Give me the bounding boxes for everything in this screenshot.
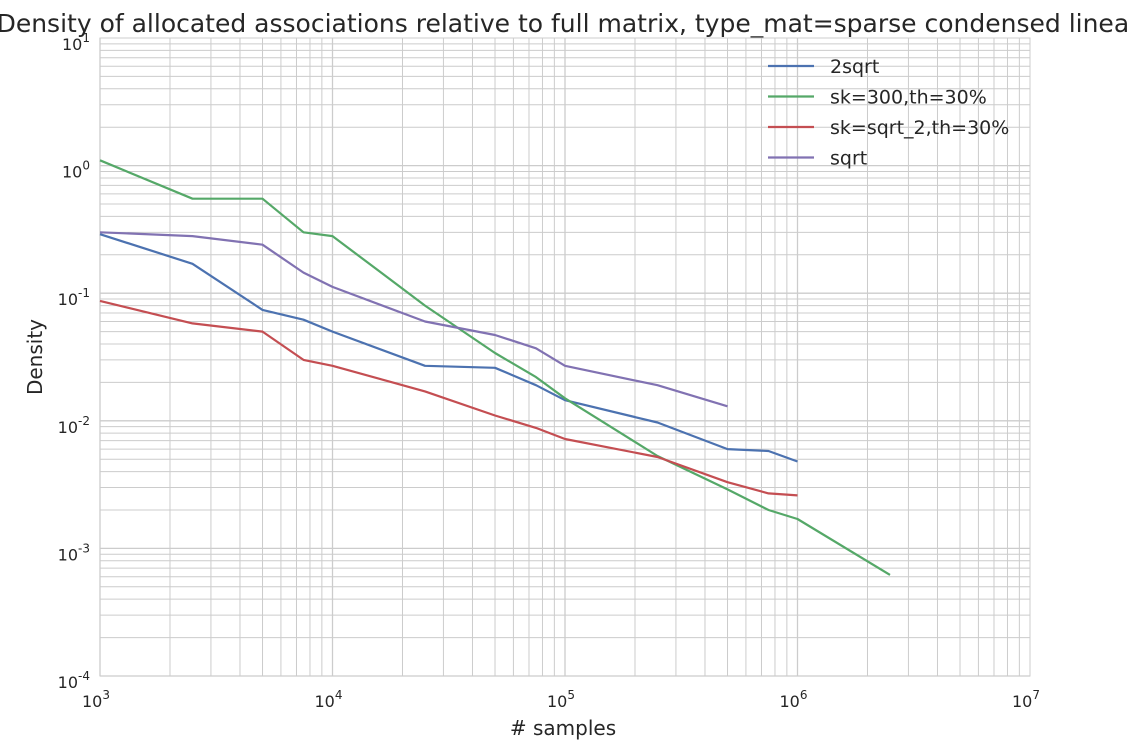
y-axis-label: Density — [23, 319, 47, 395]
x-tick-label: 103 — [82, 688, 110, 711]
chart-title: Density of allocated associations relati… — [0, 9, 1127, 38]
series-line-2 — [99, 299, 798, 497]
x-tick-label: 104 — [315, 688, 343, 711]
y-tick-label: 10-3 — [58, 541, 90, 564]
legend-label: 2sqrt — [830, 56, 879, 78]
y-tick-label: 10-1 — [58, 286, 90, 309]
x-tick-label: 106 — [780, 688, 808, 711]
y-tick-label: 10-4 — [58, 669, 90, 692]
y-tick-labels: 10-4 10-3 10-2 10-1 100 101 — [58, 31, 90, 692]
grid-lines — [99, 38, 1030, 677]
y-tick-label: 10-2 — [58, 414, 90, 437]
legend-label: sk=sqrt_2,th=30% — [830, 117, 1009, 139]
series-line-3 — [99, 231, 728, 408]
x-tick-label: 105 — [547, 688, 575, 711]
legend: 2sqrt sk=300,th=30% sk=sqrt_2,th=30%sqrt — [768, 56, 1009, 170]
series-lines — [99, 159, 891, 576]
legend-label: sqrt — [830, 148, 867, 170]
series-line-0 — [99, 233, 798, 463]
legend-label: sk=300,th=30% — [830, 87, 987, 109]
series-line-1 — [99, 159, 891, 576]
x-tick-label: 107 — [1012, 688, 1040, 711]
x-tick-labels: 103 104 105 106 107 — [82, 688, 1040, 711]
x-axis-label: # samples — [510, 716, 616, 740]
y-tick-label: 100 — [62, 159, 90, 182]
y-tick-label: 101 — [62, 31, 90, 54]
